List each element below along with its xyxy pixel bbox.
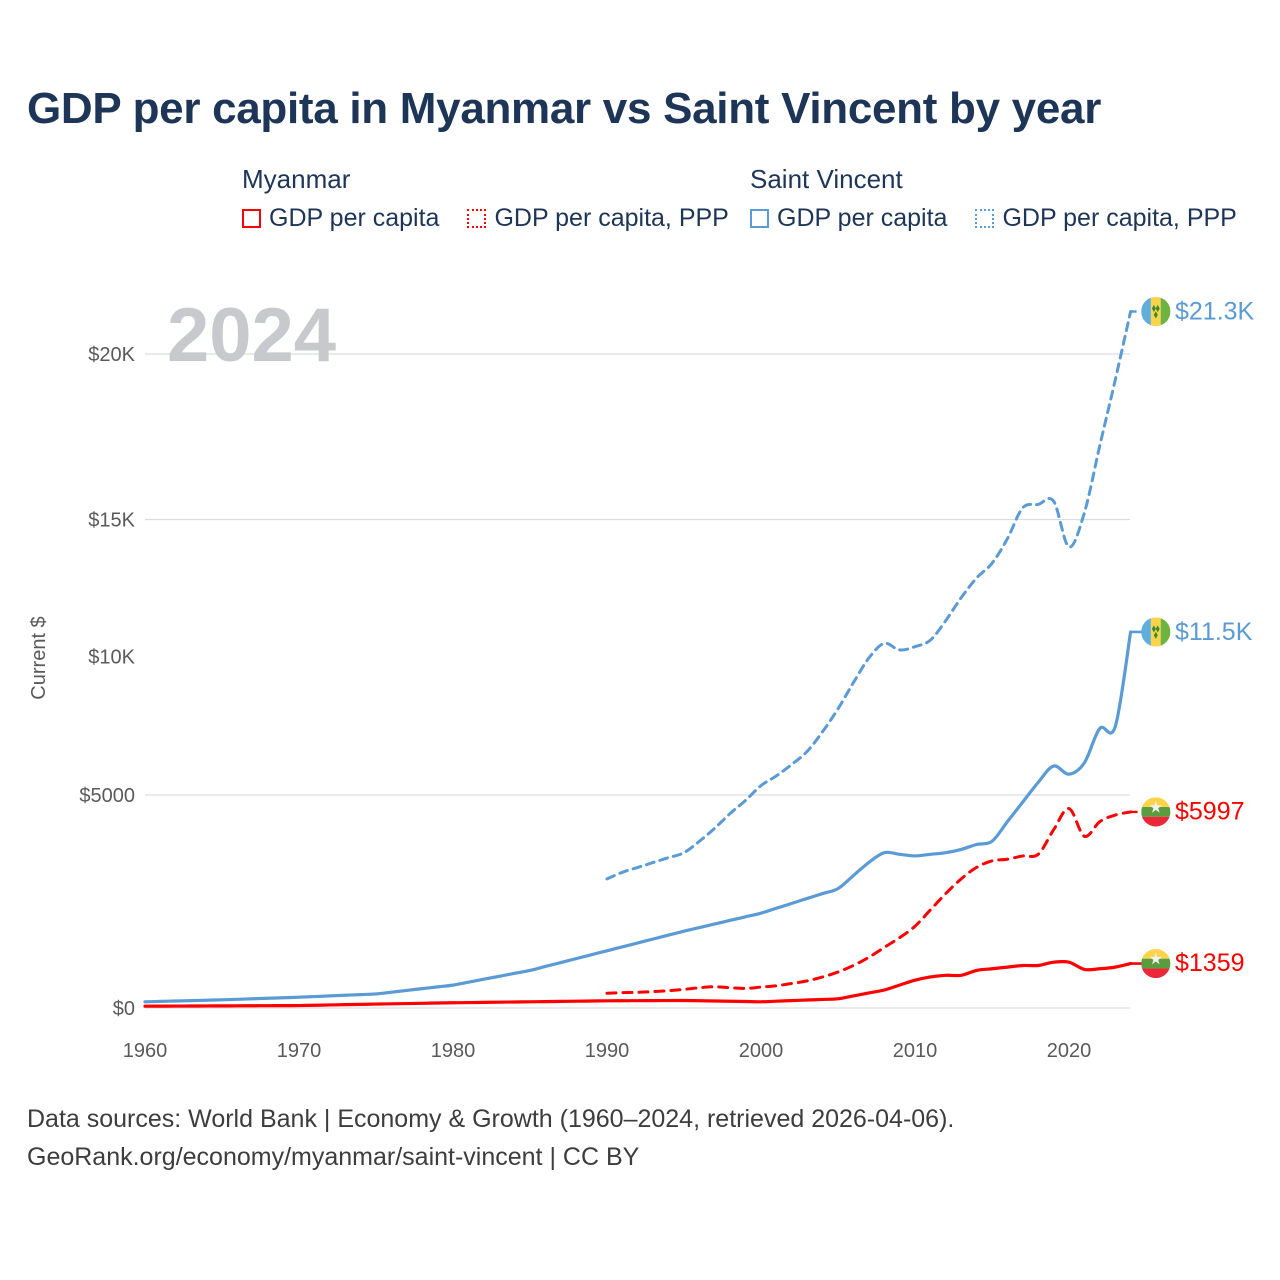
svg-text:Current $: Current $ xyxy=(28,616,50,699)
svg-text:2020: 2020 xyxy=(1047,1040,1092,1062)
svg-text:$11.5K: $11.5K xyxy=(1175,618,1253,646)
svg-text:$10K: $10K xyxy=(88,647,135,669)
svg-text:2024: 2024 xyxy=(167,293,336,378)
svg-text:$5997: $5997 xyxy=(1175,797,1245,825)
svg-text:2010: 2010 xyxy=(893,1040,938,1062)
svg-text:$5000: $5000 xyxy=(79,785,135,807)
svg-text:$1359: $1359 xyxy=(1175,949,1245,977)
svg-text:$20K: $20K xyxy=(88,344,135,366)
svg-text:1990: 1990 xyxy=(585,1040,630,1062)
svg-text:1970: 1970 xyxy=(277,1040,322,1062)
svg-text:1980: 1980 xyxy=(431,1040,476,1062)
svg-text:1960: 1960 xyxy=(123,1040,168,1062)
svg-text:$0: $0 xyxy=(113,998,135,1020)
svg-text:$15K: $15K xyxy=(88,510,135,532)
svg-text:$21.3K: $21.3K xyxy=(1175,298,1255,326)
svg-text:2000: 2000 xyxy=(739,1040,784,1062)
